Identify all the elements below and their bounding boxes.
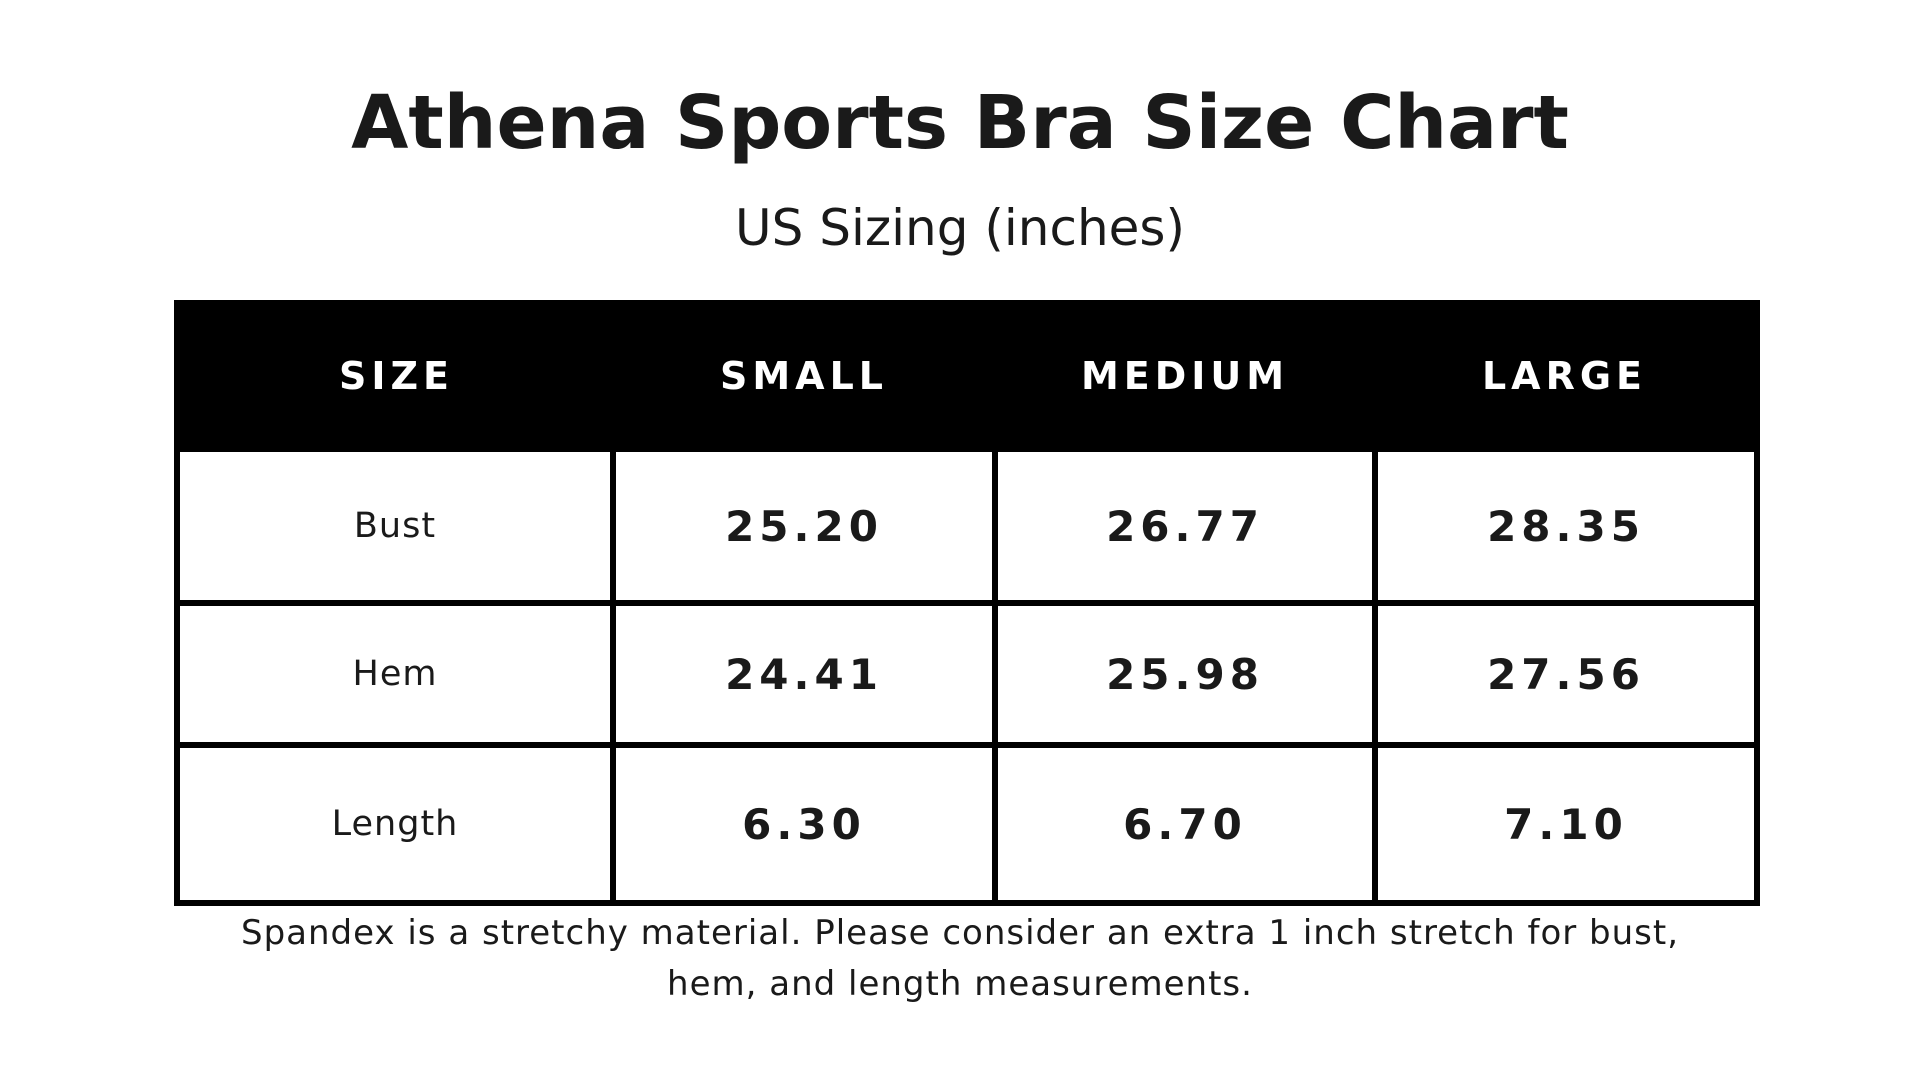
table-row-bust: Bust 25.20 26.77 28.35 [174,446,1760,606]
header-medium: MEDIUM [995,303,1375,449]
table-row-hem: Hem 24.41 25.98 27.56 [174,600,1760,748]
length-medium-value: 6.70 [992,742,1378,906]
bust-small-value: 25.20 [610,446,998,606]
size-table: SIZE SMALL MEDIUM LARGE Bust 25.20 26.77… [174,300,1760,906]
bust-medium-value: 26.77 [992,446,1378,606]
hem-medium-value: 25.98 [992,600,1378,748]
row-label-bust: Bust [174,446,616,606]
chart-title: Athena Sports Bra Size Chart [351,80,1569,166]
length-small-value: 6.30 [610,742,998,906]
hem-large-value: 27.56 [1372,600,1760,748]
row-label-hem: Hem [174,600,616,748]
row-label-length: Length [174,742,616,906]
bust-large-value: 28.35 [1372,446,1760,606]
length-large-value: 7.10 [1372,742,1760,906]
chart-subtitle: US Sizing (inches) [735,199,1185,257]
table-header-row: SIZE SMALL MEDIUM LARGE [177,303,1757,449]
table-row-length: Length 6.30 6.70 7.10 [174,742,1760,906]
header-small: SMALL [613,303,995,449]
header-size-label: SIZE [177,303,613,449]
hem-small-value: 24.41 [610,600,998,748]
stretch-note: Spandex is a stretchy material. Please c… [240,913,1680,1004]
header-large: LARGE [1375,303,1757,449]
